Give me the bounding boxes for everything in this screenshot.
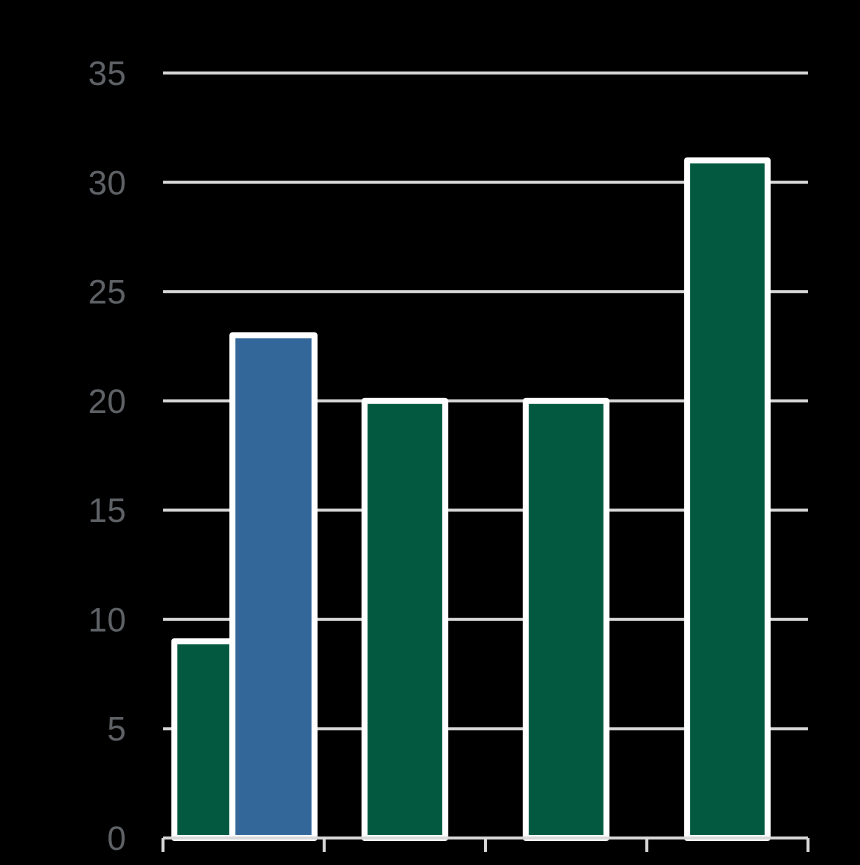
y-tick-label: 10 [88,601,126,639]
y-tick-label: 15 [88,492,126,530]
y-tick-label: 20 [88,383,126,421]
y-tick-label: 0 [107,820,126,858]
y-tick-label: 5 [107,711,126,749]
y-axis-tick-labels: 0 5 10 15 20 25 30 35 [88,55,126,858]
y-tick-label: 30 [88,164,126,202]
bar-4 [522,397,610,841]
x-axis [161,836,810,852]
bar-1 [171,638,236,841]
bar-3 [361,397,449,841]
y-tick-label: 25 [88,274,126,312]
y-tick-label: 35 [88,55,126,93]
bars [171,157,771,841]
bar-5 [684,157,771,841]
bar-2 [229,332,318,841]
